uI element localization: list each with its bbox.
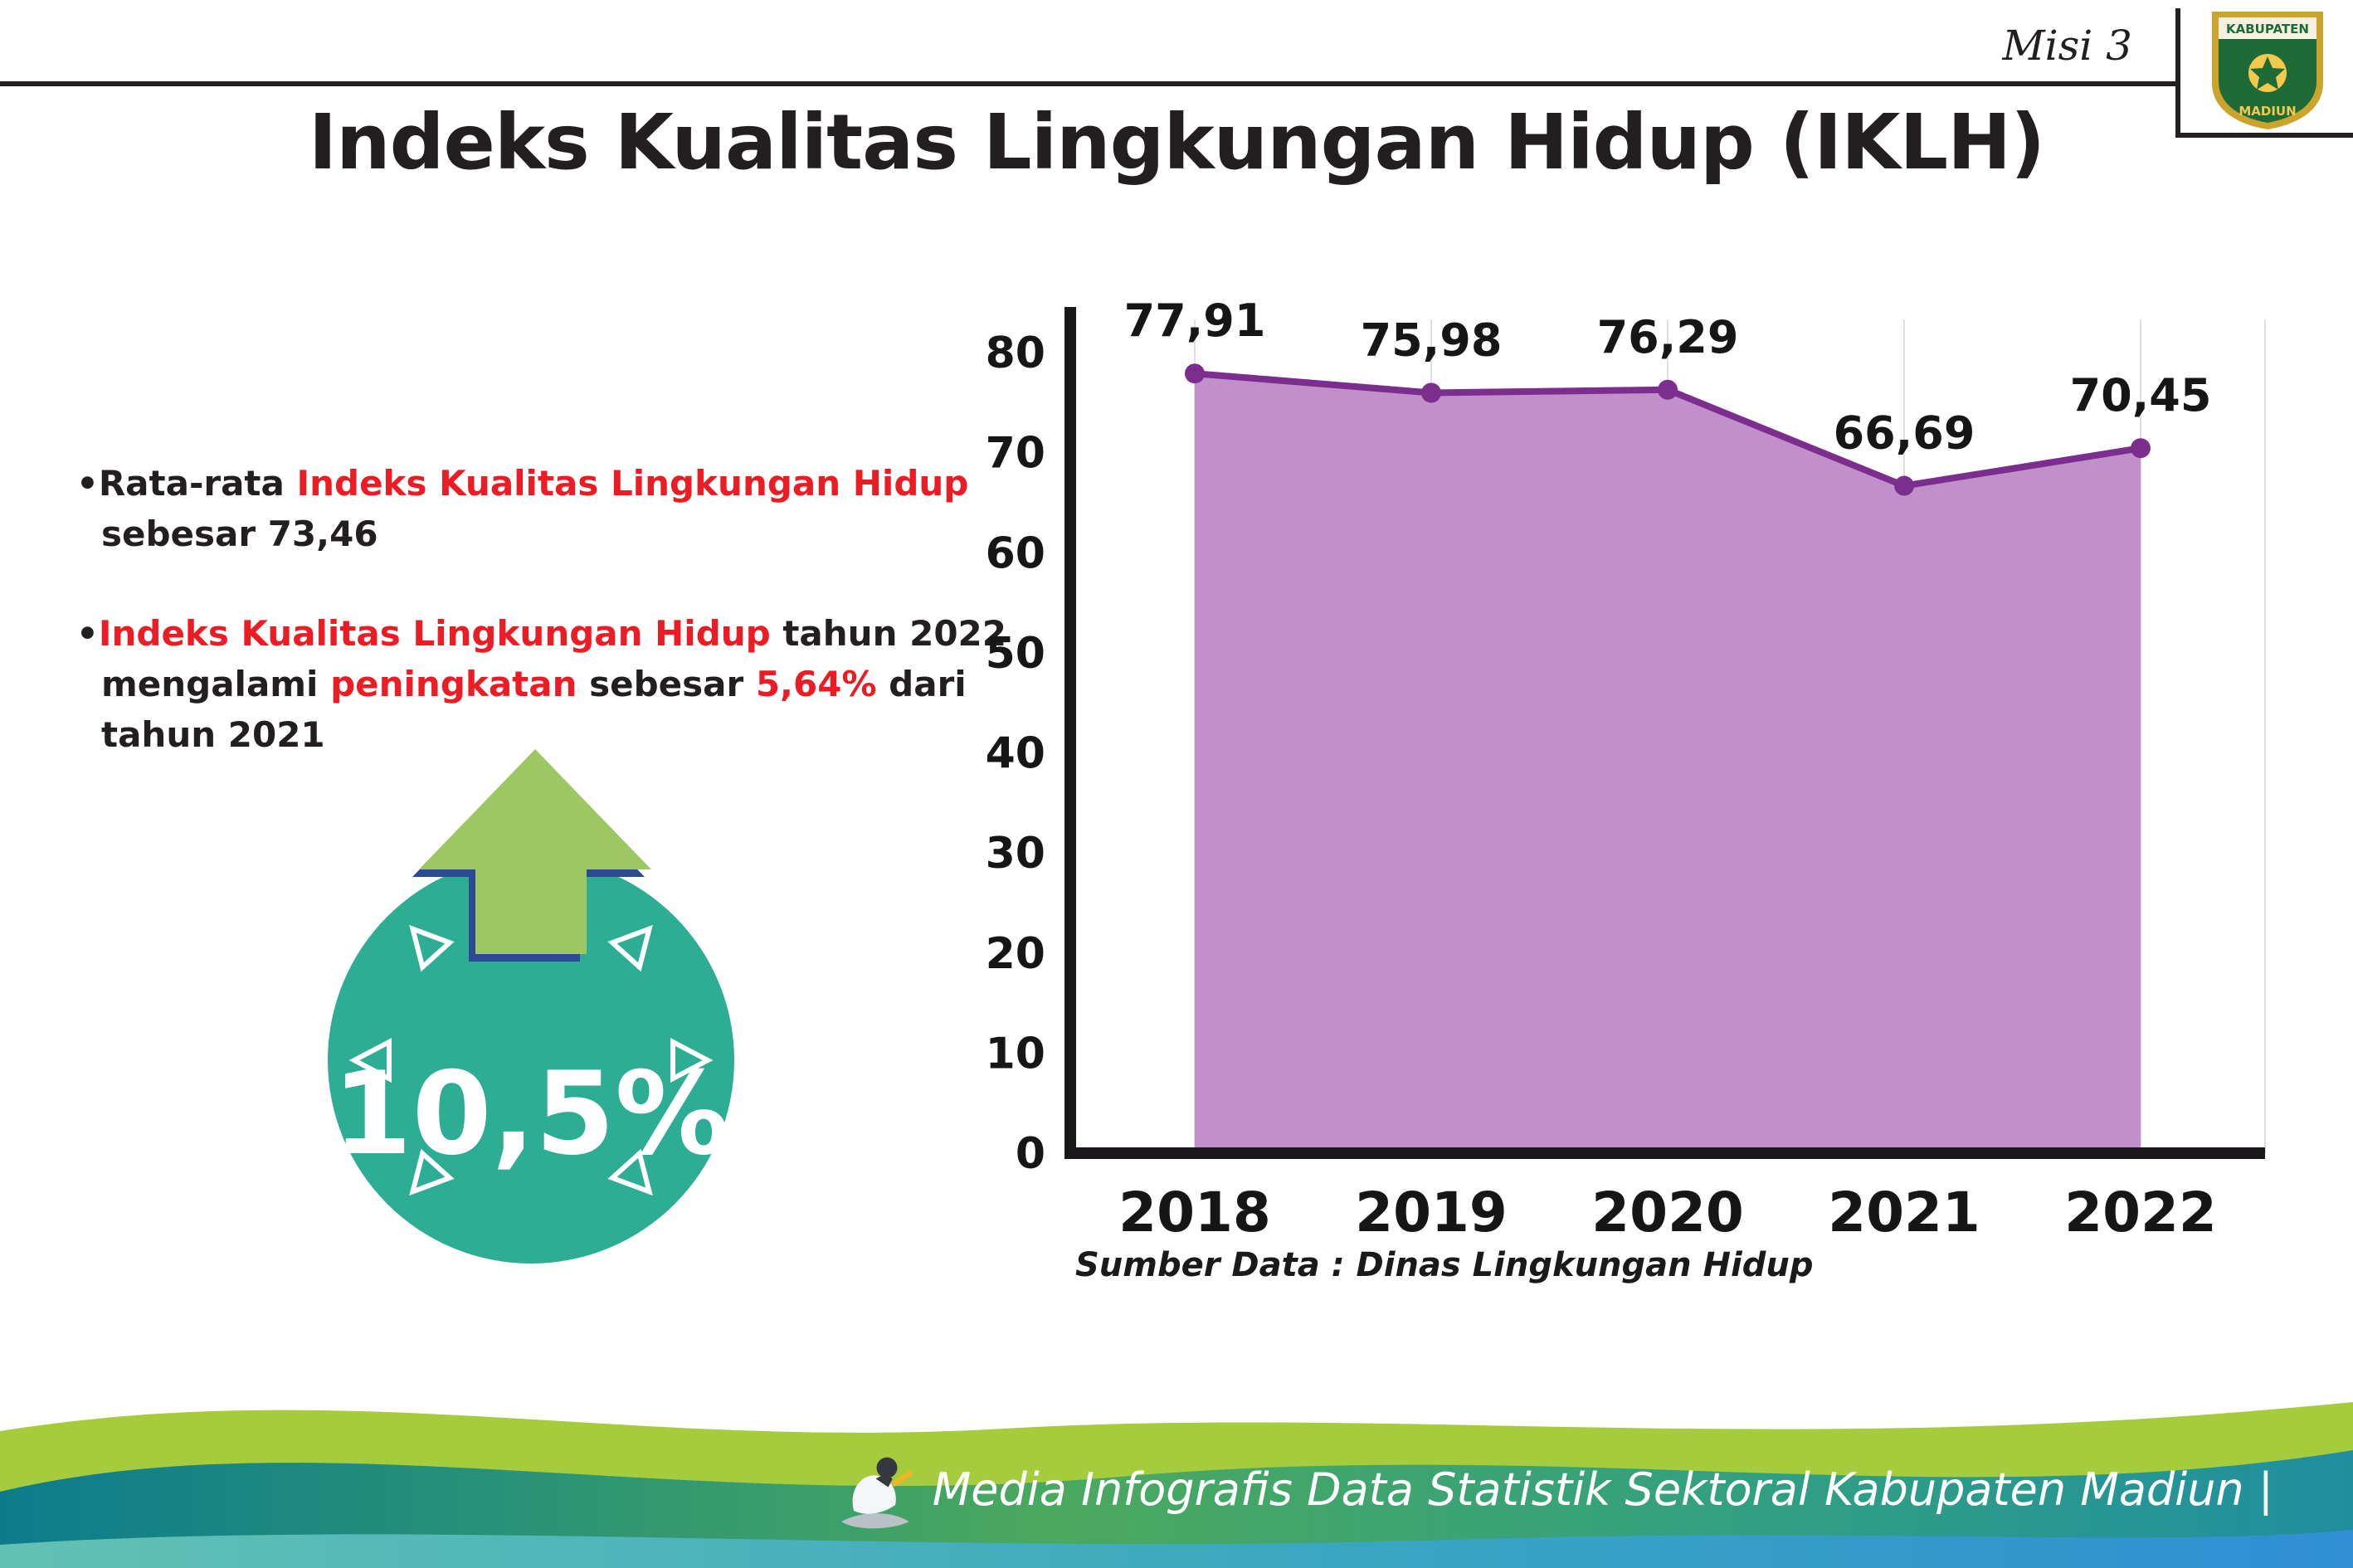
b1-text: •Rata-rata	[76, 463, 297, 504]
footer-bottom-strip	[0, 1530, 2353, 1568]
up-arrow-icon	[419, 749, 651, 954]
b1-text-2: sebesar 73,46	[101, 514, 378, 555]
bullet-average: •Rata-rata Indeks Kualitas Lingkungan Hi…	[76, 458, 1030, 560]
badge-value: 10,5%	[333, 1047, 730, 1181]
y-tick-label: 50	[986, 629, 1045, 679]
data-point	[1894, 475, 1914, 496]
data-point	[1421, 382, 1441, 403]
b2-text: •	[76, 612, 99, 654]
page-title: Indeks Kualitas Lingkungan Hidup (IKLH)	[308, 98, 2045, 187]
logo-banner	[2219, 17, 2316, 39]
b1-highlight: Indeks Kualitas Lingkungan Hidup	[296, 463, 969, 504]
chart-svg: 77,91 75,98 76,29 66,69 70,45 0 10 20 30 40 50 60 70…	[986, 295, 2266, 1244]
value-label: 70,45	[2070, 369, 2212, 421]
b2-text-3: sebesar	[577, 663, 756, 704]
value-label: 66,69	[1834, 407, 1975, 460]
value-label: 76,29	[1597, 311, 1739, 363]
x-tick-label: 2020	[1591, 1181, 1744, 1244]
x-tick-label: 2019	[1355, 1181, 1508, 1244]
mascot-icon	[840, 1457, 913, 1529]
kabupaten-madiun-logo-icon: KABUPATEN MADIUN	[2212, 12, 2323, 129]
logo-text-bottom: MADIUN	[2239, 104, 2296, 119]
iklh-area-chart: 77,91 75,98 76,29 66,69 70,45 0 10 20 30 40 50 60 70…	[971, 274, 2298, 1286]
footer-text: Media Infografis Data Statistik Sektoral…	[932, 1463, 2273, 1516]
logo-star	[2250, 56, 2285, 90]
b2-highlight-2: peningkatan	[330, 663, 577, 704]
x-tick-label: 2022	[2064, 1181, 2217, 1244]
b2-text-2: tahun 2022 mengalami	[101, 612, 1006, 704]
data-point	[2131, 438, 2151, 459]
b2-highlight-1: Indeks Kualitas Lingkungan Hidup	[98, 612, 771, 654]
value-label: 77,91	[1124, 295, 1266, 347]
footer-wave	[0, 1402, 2353, 1568]
logo-text-top: KABUPATEN	[2226, 22, 2309, 37]
x-tick-label: 2018	[1118, 1181, 1271, 1244]
data-point	[1185, 363, 1205, 384]
misi-label: Misi 3	[2002, 22, 2132, 70]
badge-tick-marks	[348, 924, 714, 1196]
y-tick-label: 0	[1016, 1129, 1045, 1179]
y-tick-label: 20	[986, 929, 1045, 979]
data-point	[1658, 379, 1678, 400]
logo-frame-vertical	[2175, 8, 2180, 138]
y-tick-label: 30	[986, 829, 1045, 879]
area-fill	[1195, 373, 2141, 1153]
bullet-increase: •Indeks Kualitas Lingkungan Hidup tahun …	[76, 608, 1030, 761]
b2-highlight-3: 5,64%	[755, 663, 877, 704]
x-tick-label: 2021	[1828, 1181, 1980, 1244]
y-tick-label: 80	[986, 329, 1045, 378]
data-source: Sumber Data : Dinas Lingkungan Hidup	[1075, 1246, 1814, 1284]
logo-frame-horizontal	[2175, 133, 2353, 138]
y-tick-label: 10	[986, 1029, 1045, 1079]
y-tick-label: 60	[986, 528, 1045, 578]
header-rule	[0, 81, 2175, 86]
value-label: 75,98	[1361, 314, 1503, 366]
key-points: •Rata-rata Indeks Kualitas Lingkungan Hi…	[76, 458, 1030, 809]
y-tick-label: 70	[986, 429, 1045, 479]
b2-text-4: dari tahun 2021	[101, 663, 967, 756]
y-tick-label: 40	[986, 729, 1045, 779]
increase-badge: 10,5%	[328, 749, 734, 1264]
footer-credit: Media Infografis Data Statistik Sektoral…	[833, 1444, 2273, 1535]
